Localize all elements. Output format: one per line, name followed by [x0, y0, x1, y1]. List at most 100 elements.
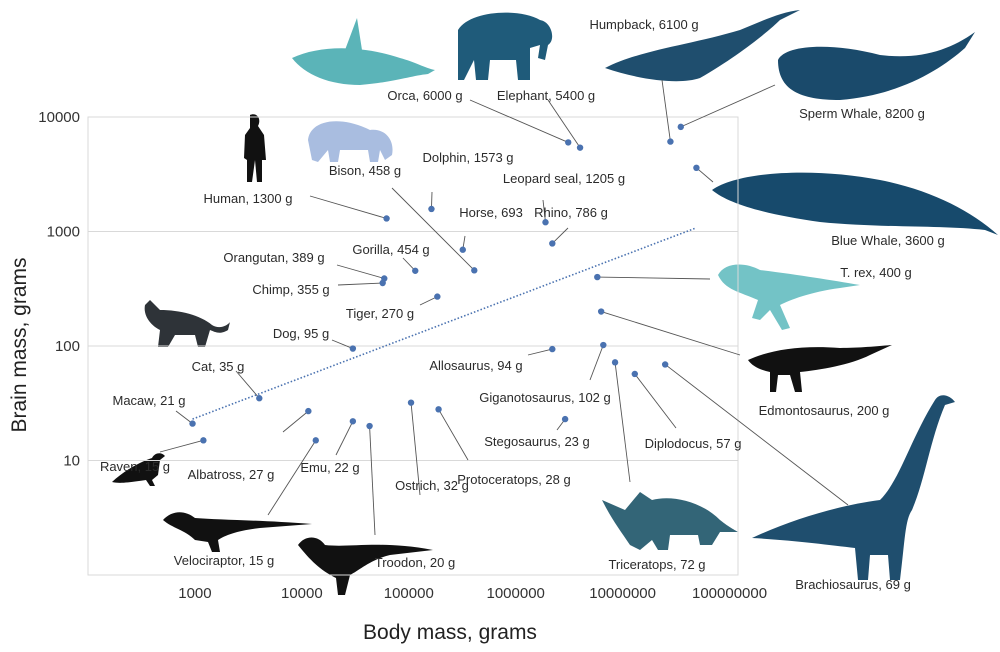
data-point — [256, 395, 263, 402]
troodon-silhouette — [298, 537, 433, 595]
leader-line — [547, 99, 581, 148]
leader-line — [175, 410, 193, 424]
point-label: Humpback, 6100 g — [589, 17, 698, 32]
leader-line — [614, 362, 631, 483]
point-label: Blue Whale, 3600 g — [831, 233, 944, 248]
y-tick-label: 1000 — [47, 224, 80, 241]
blue-whale-silhouette — [712, 172, 998, 235]
leader-line — [282, 410, 309, 433]
data-point — [600, 341, 607, 349]
point-label: Macaw, 21 g — [113, 393, 186, 408]
data-point — [383, 215, 390, 222]
point-label: Dog, 95 g — [273, 326, 329, 341]
data-point — [542, 219, 549, 226]
data-point — [565, 139, 572, 146]
leader-line — [696, 167, 714, 183]
point-label: Raven, 15 g — [100, 459, 170, 474]
raven-silhouette — [112, 453, 165, 486]
data-point — [428, 205, 435, 213]
data-point — [189, 420, 196, 427]
x-tick-label: 100000 — [384, 585, 434, 602]
y-tick-label: 10000 — [38, 109, 80, 126]
leader-line — [235, 370, 260, 399]
leader-line — [597, 276, 711, 280]
point-label: Tiger, 270 g — [346, 306, 414, 321]
point-label: Diplodocus, 57 g — [645, 436, 742, 451]
point-label: Edmontosaurus, 200 g — [759, 403, 890, 418]
point-label: Gorilla, 454 g — [352, 242, 429, 257]
bison-silhouette — [308, 121, 393, 162]
point-labels: Orca, 6000 g Elephant, 5400 g Humpback, 61… — [100, 17, 945, 592]
brachiosaurus-silhouette — [752, 395, 955, 580]
y-tick-label: 100 — [55, 338, 80, 355]
point-label: Emu, 22 g — [300, 460, 359, 475]
data-point — [471, 267, 478, 274]
leader-line — [664, 364, 849, 506]
point-label: T. rex, 400 g — [840, 265, 912, 280]
data-point — [677, 123, 684, 131]
data-point — [459, 246, 466, 253]
leader-line — [589, 344, 604, 381]
plot-area: 10 100 1000 10000 1000 10000 100000 1000000 1000… — [38, 109, 767, 602]
humpback-silhouette — [605, 10, 800, 82]
animal-silhouettes — [112, 10, 998, 595]
point-label: Albatross, 27 g — [188, 467, 275, 482]
human-silhouette — [244, 114, 266, 182]
point-label: Orca, 6000 g — [387, 88, 462, 103]
leader-line — [661, 79, 671, 142]
point-label: Human, 1300 g — [204, 191, 293, 206]
x-tick-label: 1000000 — [486, 585, 544, 602]
point-label: Protoceratops, 28 g — [457, 472, 570, 487]
data-point — [594, 273, 601, 281]
point-label: Sperm Whale, 8200 g — [799, 106, 925, 121]
data-point — [549, 345, 556, 353]
data-point — [407, 399, 415, 406]
trendline-mark — [192, 227, 696, 420]
point-label: Dolphin, 1573 g — [422, 150, 513, 165]
trendline — [192, 227, 696, 420]
leader-line — [601, 311, 741, 356]
y-axis-title: Brain mass, grams — [8, 257, 31, 432]
data-point — [693, 164, 700, 172]
point-label: Allosaurus, 94 g — [429, 358, 522, 373]
data-point — [349, 418, 357, 425]
data-point — [412, 267, 419, 274]
data-point — [312, 437, 319, 444]
data-point — [611, 359, 619, 366]
data-point — [576, 144, 584, 151]
leader-line — [634, 373, 677, 429]
point-label: Troodon, 20 g — [375, 555, 455, 570]
data-point — [366, 422, 373, 430]
velociraptor-silhouette — [163, 512, 312, 552]
leader-line — [542, 199, 546, 223]
leader-line — [391, 187, 475, 271]
leader-line — [336, 264, 385, 279]
data-point — [200, 437, 207, 444]
point-label: Bison, 458 g — [329, 163, 401, 178]
x-tick-label: 10000 — [281, 585, 323, 602]
leader-line — [335, 421, 354, 456]
data-point — [379, 279, 386, 287]
data-point — [597, 308, 605, 315]
point-label: Orangutan, 389 g — [223, 250, 324, 265]
y-tick-label: 10 — [63, 453, 80, 470]
point-label: Rhino, 786 g — [534, 205, 608, 220]
leader-line — [680, 84, 776, 128]
point-label: Leopard seal, 1205 g — [503, 171, 625, 186]
leader-line — [410, 402, 421, 496]
point-label: Velociraptor, 15 g — [174, 553, 274, 568]
orca-silhouette — [292, 18, 435, 85]
data-point — [667, 138, 674, 145]
leader-line — [469, 99, 569, 143]
data-point — [549, 240, 556, 247]
data-point — [631, 370, 638, 378]
leader-line — [438, 409, 469, 461]
point-label: Ostrich, 32 g — [395, 478, 469, 493]
data-point — [349, 345, 357, 352]
leader-line — [419, 296, 438, 306]
data-points — [189, 123, 700, 444]
elephant-silhouette — [458, 12, 553, 81]
point-label: Brachiosaurus, 69 g — [795, 577, 911, 592]
point-label: Stegosaurus, 23 g — [484, 434, 590, 449]
